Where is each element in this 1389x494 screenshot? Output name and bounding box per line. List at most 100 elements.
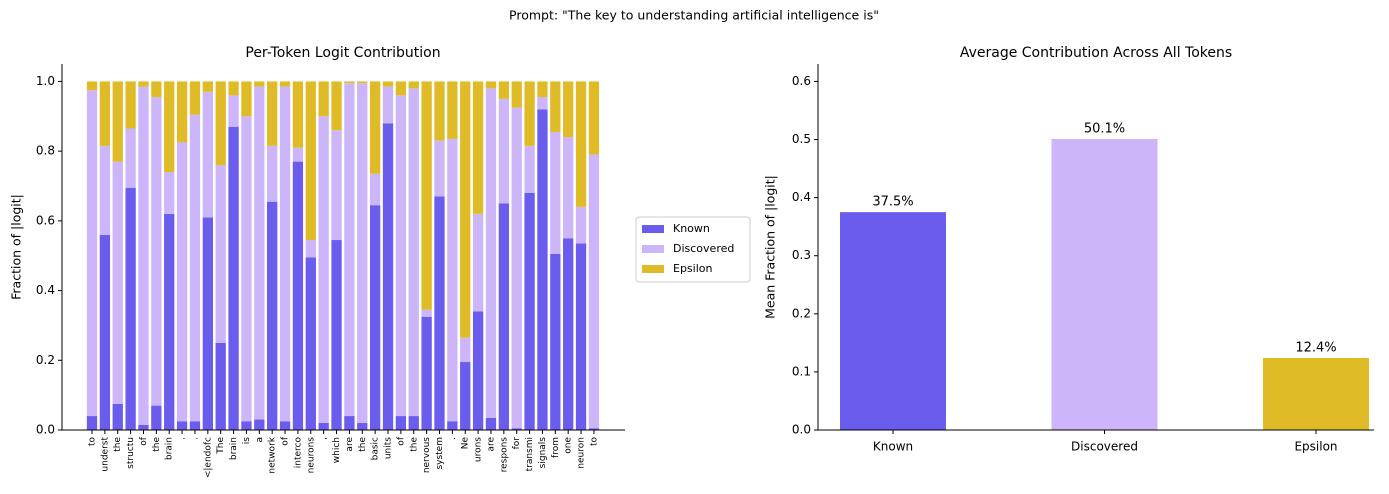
legend-swatch [642,225,664,233]
y-tick-label: 0.2 [36,353,55,367]
bar-segment [292,161,304,430]
bar-segment [176,421,188,430]
x-tick-label: Ne [461,437,471,450]
x-tick-label: for [512,437,522,450]
bar-segment [537,81,548,98]
y-tick-label: 0.0 [792,423,811,437]
bar-segment [563,238,574,430]
bar-segment [498,98,509,204]
bar-segment [215,165,226,343]
bar-segment [305,240,316,258]
bar-segment [434,81,445,141]
bar-segment [524,192,535,430]
bar-segment [292,81,304,148]
bar-segment [382,123,394,430]
bar-segment [202,217,213,430]
bar-segment [331,240,342,430]
x-tick-label: the [113,437,123,452]
y-tick-label: 0.5 [792,132,811,146]
bar-segment [563,137,574,239]
bar-segment [369,81,381,174]
y-axis-label: Fraction of |logit| [9,194,24,300]
value-label: 12.4% [1295,340,1336,355]
y-tick-label: 0.4 [36,283,55,297]
bar-segment [176,142,188,422]
bar-segment [164,213,175,430]
x-tick-label: the [358,437,368,452]
chart-title: Per-Token Logit Contribution [245,45,440,61]
bar-segment [447,421,458,430]
bar-segment [498,203,509,430]
bar-segment [215,342,226,430]
bar-segment [86,416,98,430]
y-tick-label: 0.8 [36,144,55,158]
bar-segment [408,81,419,89]
bar-segment [151,405,162,430]
y-axis-label: Mean Fraction of |logit| [763,175,778,319]
bar-segment [112,161,123,404]
bar-segment [563,81,574,138]
x-tick-label: brain [229,437,239,460]
bar-segment [241,81,252,117]
bar-segment [176,81,188,143]
bar-segment [292,147,304,162]
value-label: 37.5% [872,195,913,210]
bar-segment [267,81,278,146]
x-tick-label: of [139,436,149,446]
x-tick-label: Epsilon [1294,440,1337,454]
bar-segment [485,81,497,89]
bar-segment [524,81,535,146]
bar-segment [344,83,355,417]
bar-segment [344,416,355,430]
legend: Known Discovered Epsilon [635,216,751,283]
bar-segment [357,81,368,84]
bar-segment [588,428,600,430]
x-tick-label: . [178,437,188,440]
bar [840,212,946,430]
bar-segment [125,187,136,430]
figure-title: Prompt: "The key to understanding artifi… [509,8,879,23]
x-tick-label: . [190,437,200,440]
bar-segment [267,201,278,430]
bar-segment [511,107,522,429]
x-tick-label: one [564,437,574,454]
bar-segment [575,243,587,430]
bar-segment [421,316,432,430]
bar-segment [318,116,329,424]
bar-segment [550,253,561,430]
bar-segment [305,257,316,430]
x-tick-label: of [281,436,291,446]
bar-segment [344,81,355,84]
bar [1263,357,1369,430]
x-tick-label: are [486,437,496,452]
bar-segment [254,81,265,87]
bar-segment [421,309,432,317]
x-tick-label: are [345,437,355,452]
x-tick-label: transmi [525,437,535,471]
bar-segment [357,423,368,430]
bar-segment [472,81,484,214]
x-tick-label: system [435,437,445,470]
bar-segment [511,428,522,430]
legend-label: Known [673,222,710,235]
x-tick-label: The [216,437,226,455]
bar-segment [151,97,162,406]
bar-segment [485,88,497,418]
bar-segment [86,90,98,417]
x-tick-label: a [255,437,265,443]
x-tick-label: of [396,436,406,446]
bar-segment [537,109,548,431]
x-tick-label: respons [499,437,509,473]
x-tick-label: nervous [422,437,432,473]
x-tick-label: basic [371,437,381,460]
bar-segment [138,81,149,87]
x-tick-label: to [589,437,599,447]
x-tick-label: to [88,437,98,447]
bar-segment [138,424,149,430]
bar-segment [279,81,291,87]
bar-segment [99,145,111,235]
bar-segment [99,81,111,146]
bar-segment [395,416,407,430]
x-tick-label: Discovered [1071,440,1138,454]
